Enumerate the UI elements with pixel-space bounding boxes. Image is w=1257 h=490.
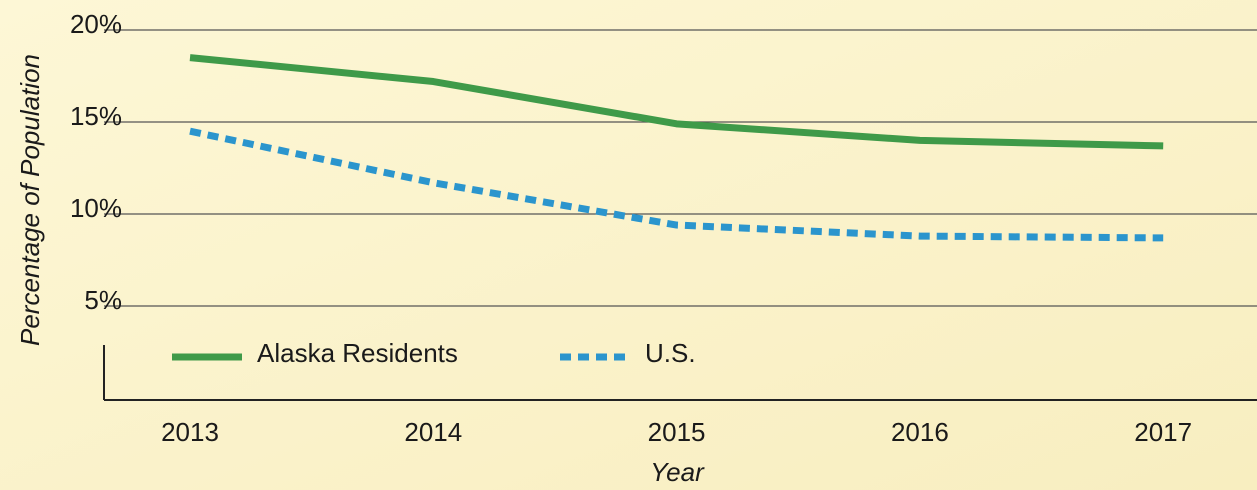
x-tick-label: 2017 bbox=[1134, 417, 1192, 447]
y-tick-label: 10% bbox=[70, 193, 122, 223]
legend-label: Alaska Residents bbox=[257, 338, 458, 368]
x-tick-label: 2014 bbox=[404, 417, 462, 447]
y-tick-label: 20% bbox=[70, 9, 122, 39]
y-axis-title: Percentage of Population bbox=[15, 54, 45, 346]
y-tick-label: 5% bbox=[84, 285, 122, 315]
legend-label: U.S. bbox=[645, 338, 696, 368]
y-tick-label: 15% bbox=[70, 101, 122, 131]
series-line bbox=[189, 54, 1164, 150]
x-axis-title: Year bbox=[650, 457, 705, 487]
x-tick-label: 2013 bbox=[161, 417, 219, 447]
x-tick-label: 2015 bbox=[648, 417, 706, 447]
x-tick-label: 2016 bbox=[891, 417, 949, 447]
series-line bbox=[189, 127, 1164, 242]
